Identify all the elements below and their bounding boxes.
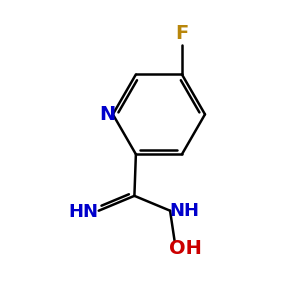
- Text: OH: OH: [169, 239, 202, 258]
- Text: N: N: [99, 105, 116, 124]
- Text: NH: NH: [169, 202, 199, 220]
- Text: F: F: [175, 24, 189, 43]
- Text: HN: HN: [69, 203, 99, 221]
